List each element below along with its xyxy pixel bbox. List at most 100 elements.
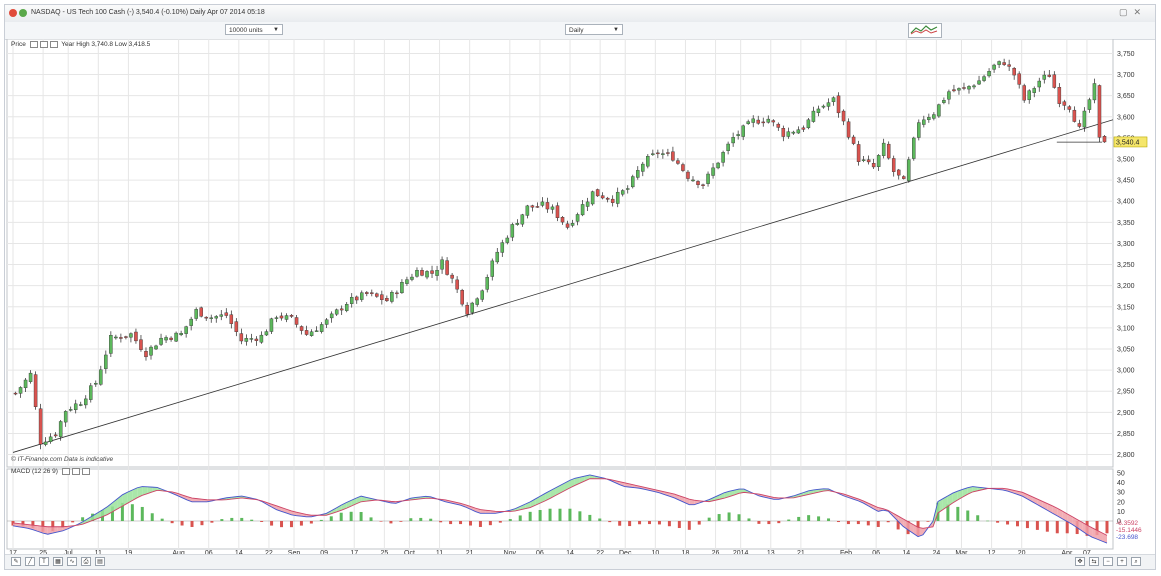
pencil-icon[interactable] (61, 468, 70, 475)
scroll-icon[interactable]: ⇆ (1089, 557, 1099, 566)
candle-up (1082, 110, 1087, 128)
macd-cloud (947, 493, 953, 507)
macd-value-2: -15.1446 (1116, 527, 1142, 534)
macd-cloud (972, 486, 978, 492)
price-axis-tick: 3,650 (1117, 93, 1135, 100)
candle-down (1057, 87, 1062, 104)
candle-down (891, 158, 896, 172)
window-controls[interactable]: ▢✕ (1118, 7, 1147, 17)
date-axis-tick: 06 (205, 550, 213, 557)
candle-up (570, 223, 575, 226)
macd-histogram-bar (439, 521, 443, 523)
interval-dropdown[interactable]: Daily ▼ (565, 24, 623, 35)
interval-value: Daily (569, 27, 584, 34)
date-axis-tick: 12 (988, 550, 996, 557)
macd-histogram-bar (299, 521, 303, 526)
indicator-tool-icon[interactable]: ∿ (67, 557, 77, 566)
candle-up (99, 369, 103, 385)
scroll-icon[interactable]: ✥ (1075, 557, 1085, 566)
candle-down (299, 326, 304, 331)
macd-cloud (152, 487, 158, 492)
price-axis-tick: 3,700 (1117, 72, 1135, 79)
candle-up (360, 292, 364, 300)
macd-cloud (868, 503, 874, 509)
macd-histogram-bar (498, 521, 502, 523)
chart-window: NASDAQ - US Tech 100 Cash (-) 3,540.4 (-… (4, 4, 1156, 570)
zoom-in-icon[interactable]: + (1117, 557, 1127, 566)
candle-up (485, 277, 489, 290)
macd-histogram-bar (628, 521, 632, 527)
search-icon[interactable]: ⌕ (1131, 557, 1141, 566)
candle-down (676, 160, 680, 164)
candle-up (219, 314, 224, 317)
candle-up (1087, 99, 1092, 110)
macd-histogram-bar (697, 521, 701, 525)
macd-cloud (942, 495, 948, 510)
macd-axis-tick: 0 (1117, 519, 1121, 526)
candle-down (33, 374, 38, 408)
draw-tool-icon[interactable]: ✎ (11, 557, 21, 566)
candle-up (264, 331, 269, 336)
pencil-icon[interactable] (29, 41, 38, 48)
close-panel-icon[interactable] (49, 41, 58, 48)
macd-histogram-bar (210, 521, 214, 523)
macd-histogram-bar (856, 521, 860, 525)
zoom-out-icon[interactable]: − (1103, 557, 1113, 566)
units-dropdown[interactable]: 10000 units ▼ (225, 24, 283, 35)
candle-down (610, 198, 615, 203)
macd-histogram-bar (946, 504, 950, 521)
candle-up (78, 404, 83, 406)
macd-cloud (450, 501, 456, 505)
candle-down (1022, 85, 1026, 101)
date-axis-tick: 14 (902, 550, 910, 557)
candle-up (480, 290, 484, 300)
macd-histogram-bar (389, 521, 393, 524)
candle-up (94, 383, 98, 385)
close-window-icon[interactable] (9, 9, 17, 17)
macd-histogram-bar (419, 517, 423, 521)
close-panel-icon[interactable] (81, 468, 90, 475)
macd-histogram-bar (160, 518, 164, 521)
text-tool-icon[interactable]: T (39, 557, 49, 566)
candle-up (796, 129, 801, 134)
candle-up (43, 441, 48, 445)
macd-cloud (52, 526, 58, 534)
trendline (12, 119, 1114, 453)
candle-up (786, 131, 791, 137)
macd-label: MACD (12 26 9) (11, 468, 58, 476)
macd-axis-tick: 10 (1117, 509, 1125, 516)
candle-up (585, 201, 590, 207)
macd-histogram-bar (687, 521, 691, 530)
print-icon[interactable]: ⎙ (81, 557, 91, 566)
candle-down (1012, 68, 1016, 76)
candle-up (1092, 83, 1097, 101)
candle-up (63, 411, 68, 423)
macd-histogram-bar (896, 521, 900, 530)
macd-cloud (127, 490, 133, 504)
maximize-window-icon[interactable] (19, 9, 27, 17)
settings-icon[interactable] (71, 468, 80, 475)
settings-icon[interactable] (39, 41, 48, 48)
candle-down (1077, 123, 1082, 127)
grid-tool-icon[interactable]: ▦ (53, 557, 63, 566)
chart-type-icon[interactable] (908, 23, 942, 38)
save-icon[interactable]: ▤ (95, 557, 105, 566)
macd-histogram-bar (309, 521, 313, 524)
line-tool-icon[interactable]: ╱ (25, 557, 35, 566)
bottom-toolbar: ✎ ╱ T ▦ ∿ ⎙ ▤ ✥ ⇆ − + ⌕ (5, 554, 1155, 569)
macd-cloud (37, 525, 43, 534)
candle-up (636, 170, 640, 178)
macd-cloud (132, 487, 138, 501)
price-axis-tick: 3,050 (1117, 347, 1135, 354)
candle-down (545, 202, 550, 210)
candle-down (595, 189, 600, 197)
macd-histogram-bar (827, 518, 831, 521)
macd-histogram-bar (518, 515, 522, 521)
candle-down (686, 171, 690, 179)
candle-down (229, 314, 234, 324)
macd-cloud (649, 488, 655, 492)
macd-cloud (654, 489, 660, 493)
candle-down (962, 87, 966, 89)
candle-up (661, 153, 665, 155)
macd-histogram-bar (777, 521, 781, 524)
